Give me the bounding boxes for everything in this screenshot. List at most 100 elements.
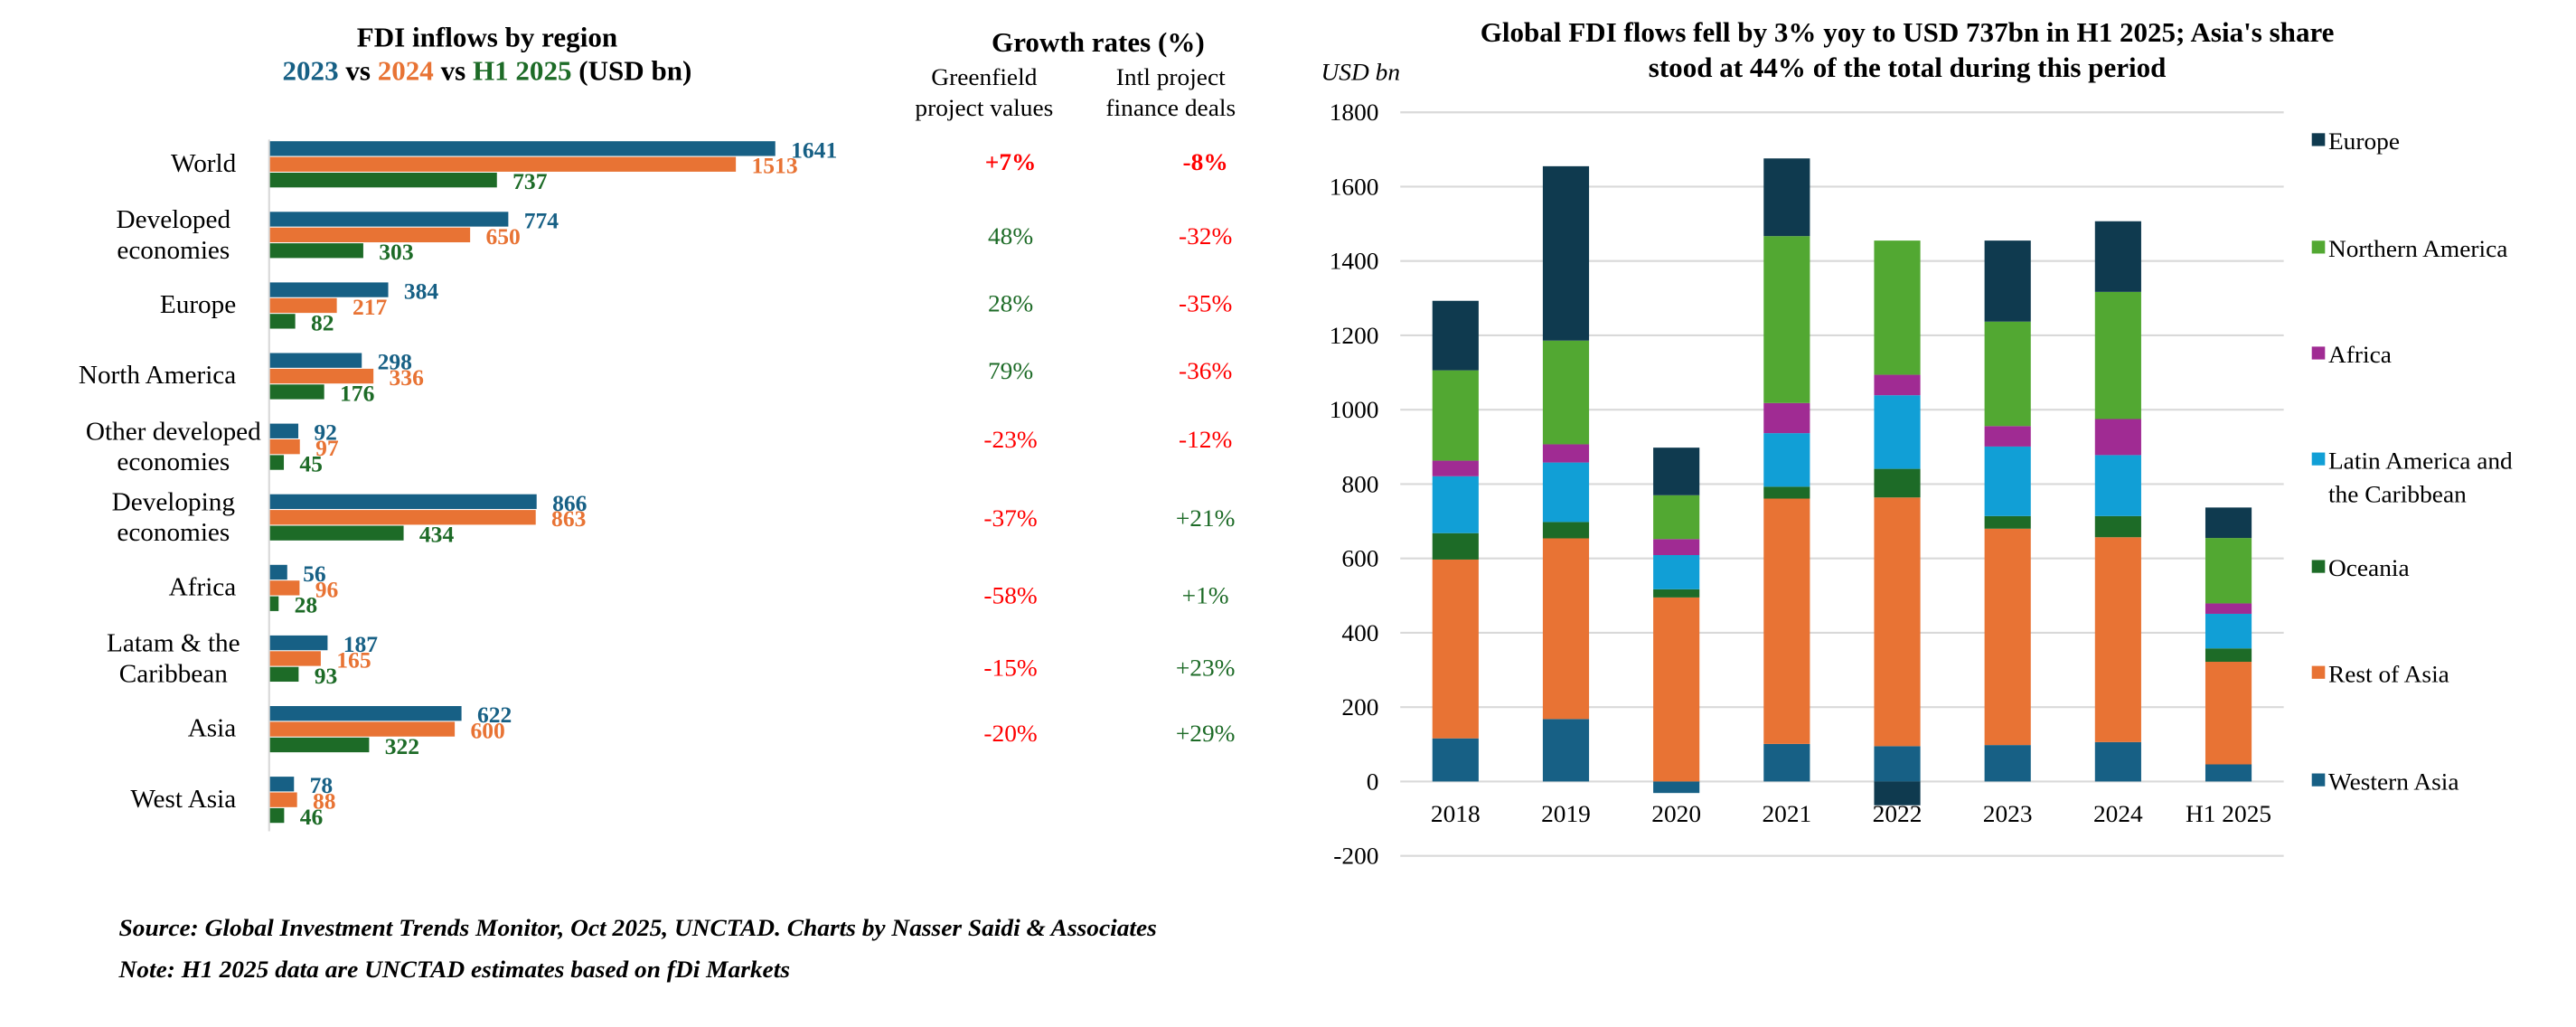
legend-label: Northern America: [2328, 235, 2507, 262]
data-label: 165: [336, 649, 371, 674]
bar-2023: [269, 494, 537, 510]
data-label: 82: [311, 312, 334, 336]
bar-2023: [269, 423, 299, 438]
growth-column-header: Greenfield: [931, 63, 1038, 90]
stacked-segment-western-asia: [1542, 719, 1590, 782]
bar-2024: [269, 510, 536, 525]
stacked-segment-africa: [1984, 426, 2031, 447]
subtitle-text: vs: [339, 56, 378, 87]
data-label: 96: [315, 579, 339, 603]
data-label: 1513: [751, 155, 797, 179]
hbar-chart-title: FDI inflows by region: [357, 23, 617, 53]
stacked-segment-oceania: [2094, 515, 2141, 538]
stacked-segment-africa: [1542, 444, 1590, 463]
category-label-line: Developed: [117, 205, 231, 234]
bar-2023: [269, 706, 462, 721]
growth-column-header: project values: [915, 94, 1053, 121]
legend-swatch-latam: [2311, 452, 2326, 466]
data-label: 650: [485, 225, 520, 250]
category-label: World: [171, 149, 237, 178]
stacked-segment-europe: [1432, 300, 1479, 371]
stacked-segment-northern-america: [1653, 495, 1700, 540]
category-label: Latam & the Caribbean: [107, 629, 240, 688]
data-label: 298: [378, 351, 412, 375]
stacked-segment-western-asia: [1653, 781, 1700, 794]
stacked-segment-latam: [1432, 476, 1479, 533]
stacked-segment-northern-america: [1874, 240, 1921, 375]
stacked-segment-rest-of-asia: [1874, 497, 1921, 747]
legend-swatch-oceania: [2311, 560, 2326, 573]
y-tick-label: -200: [1333, 843, 1378, 870]
category-label: Other developed economies: [86, 418, 261, 476]
bar-2024: [269, 792, 297, 807]
growth-value-project-finance: -35%: [1179, 290, 1232, 317]
stacked-segment-latam: [1984, 446, 2031, 516]
stacked-segment-europe: [1984, 240, 2031, 322]
stacked-segment-western-asia: [1432, 738, 1479, 782]
category-label-line: Africa: [169, 573, 237, 602]
data-label: 46: [300, 806, 324, 830]
stacked-segment-rest-of-asia: [2205, 662, 2252, 765]
stacked-segment-rest-of-asia: [1432, 559, 1479, 739]
stacked-segment-europe: [1763, 158, 1810, 237]
data-label: 187: [343, 633, 378, 657]
growth-value-greenfield: -37%: [983, 505, 1037, 532]
data-label: 434: [419, 523, 455, 548]
y-tick-label: 1600: [1330, 174, 1379, 201]
data-label: 88: [313, 790, 336, 815]
legend-swatch-northern-america: [2311, 240, 2326, 254]
bar-2023: [269, 777, 295, 792]
legend-label: Western Asia: [2328, 768, 2459, 796]
y-tick-label: 1800: [1330, 99, 1379, 126]
bar-h1-2025: [269, 737, 370, 753]
source-note: Source: Global Investment Trends Monitor…: [119, 914, 1157, 941]
stacked-segment-oceania: [1432, 532, 1479, 560]
stacked-segment-rest-of-asia: [1763, 498, 1810, 744]
category-label: Developing economies: [112, 488, 235, 547]
stacked-segment-rest-of-asia: [1984, 528, 2031, 746]
category-label-line: West Asia: [130, 785, 236, 814]
legend-label: Europe: [2328, 127, 2400, 155]
growth-value-project-finance: -32%: [1179, 222, 1232, 250]
growth-value-greenfield: -23%: [983, 427, 1037, 454]
stacked-segment-oceania: [1542, 522, 1590, 539]
x-tick-label: 2024: [2093, 800, 2143, 827]
bar-h1-2025: [269, 666, 299, 683]
category-label-line: World: [171, 149, 237, 178]
category-label: North America: [79, 362, 237, 391]
stacked-segment-northern-america: [1763, 236, 1810, 403]
growth-value-project-finance: -12%: [1179, 427, 1232, 454]
data-label: 97: [315, 437, 339, 461]
subtitle-text: vs: [434, 56, 473, 87]
category-label-line: Caribbean: [119, 660, 228, 689]
growth-column-header: finance deals: [1105, 94, 1236, 121]
data-label: 28: [295, 594, 318, 618]
x-tick-label: 2023: [1983, 800, 2033, 827]
bar-h1-2025: [269, 455, 285, 470]
growth-value-greenfield: 48%: [988, 222, 1033, 250]
stacked-segment-latam: [2205, 613, 2252, 649]
x-tick-label: 2020: [1651, 800, 1701, 827]
stacked-segment-northern-america: [1432, 370, 1479, 461]
legend-swatch-western-asia: [2311, 773, 2326, 787]
bar-2024: [269, 156, 737, 172]
stacked-segment-africa: [1432, 460, 1479, 476]
category-label: West Asia: [130, 785, 236, 814]
x-tick-label: 2018: [1431, 800, 1481, 827]
y-tick-label: 1400: [1330, 248, 1379, 275]
stacked-segment-latam: [1542, 462, 1590, 523]
stacked-segment-oceania: [1984, 515, 2031, 529]
y-tick-label: 1000: [1330, 396, 1379, 423]
category-label-line: North America: [79, 362, 237, 391]
y-tick-label: 400: [1341, 619, 1378, 646]
x-tick-label: H1 2025: [2186, 800, 2271, 827]
x-tick-label: 2022: [1873, 800, 1923, 827]
growth-rates-table: Growth rates (%) Greenfield project value…: [915, 27, 1236, 747]
y-tick-label: 600: [1341, 545, 1378, 572]
data-label: 78: [310, 775, 334, 799]
growth-table-title: Growth rates (%): [992, 27, 1205, 58]
category-label: Asia: [188, 714, 237, 743]
category-label-line: Latam & the: [107, 629, 240, 658]
bar-h1-2025: [269, 314, 296, 329]
